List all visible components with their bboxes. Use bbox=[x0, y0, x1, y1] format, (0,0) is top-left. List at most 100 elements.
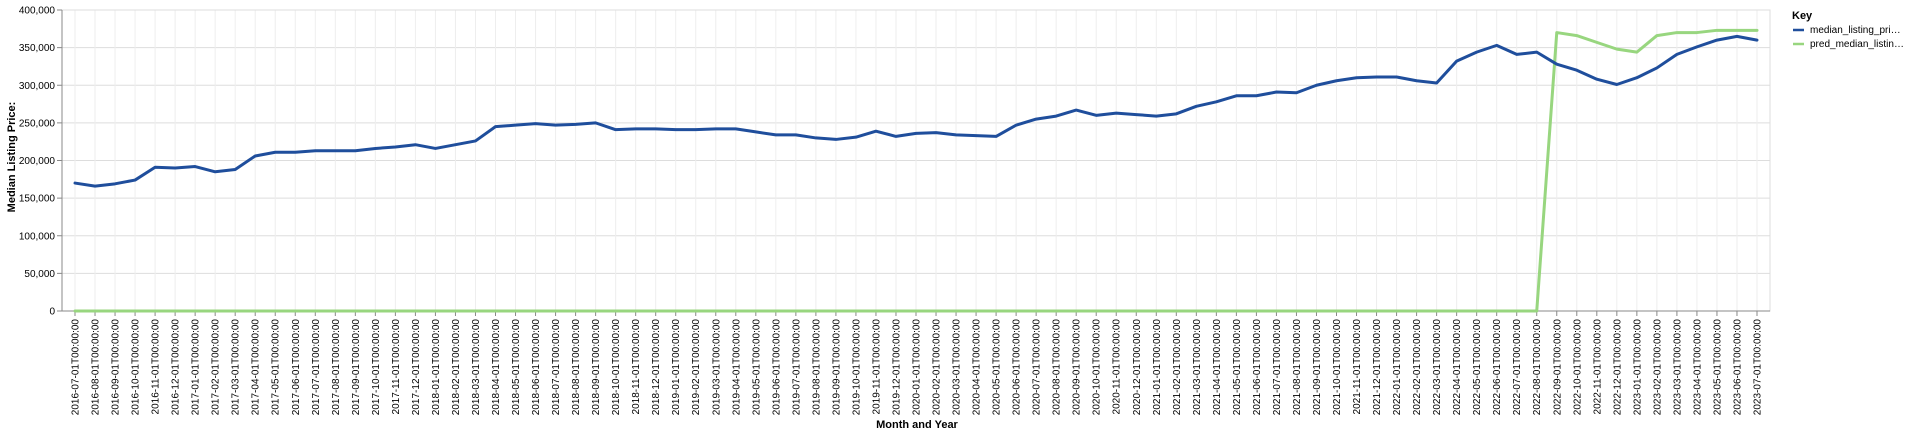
y-tick-label: 0 bbox=[49, 307, 55, 318]
x-tick-label: 2021-11-01T00:00:00 bbox=[1352, 319, 1363, 415]
x-tick-label: 2022-08-01T00:00:00 bbox=[1532, 319, 1543, 416]
x-tick-label: 2018-03-01T00:00:00 bbox=[471, 319, 482, 416]
x-axis-title: Month and Year bbox=[876, 419, 958, 431]
x-tick-label: 2017-11-01T00:00:00 bbox=[391, 319, 402, 415]
x-tick-label: 2019-07-01T00:00:00 bbox=[791, 319, 802, 416]
x-tick-label: 2022-10-01T00:00:00 bbox=[1572, 319, 1583, 416]
series-line-0 bbox=[73, 34, 1759, 188]
x-tick-label: 2016-09-01T00:00:00 bbox=[111, 319, 122, 416]
x-tick-label: 2022-06-01T00:00:00 bbox=[1492, 319, 1503, 416]
x-tick-label: 2019-03-01T00:00:00 bbox=[711, 319, 722, 416]
x-tick-label: 2022-09-01T00:00:00 bbox=[1552, 319, 1563, 416]
x-axis: 2016-07-01T00:00:00 2016-08-01T00:00:00 20… bbox=[62, 310, 1770, 416]
y-tick-label: 50,000 bbox=[24, 269, 55, 280]
x-tick-label: 2019-06-01T00:00:00 bbox=[771, 319, 782, 416]
x-tick-label: 2020-06-01T00:00:00 bbox=[1012, 319, 1023, 416]
x-tick-label: 2020-12-01T00:00:00 bbox=[1132, 319, 1143, 416]
x-tick-label: 2020-03-01T00:00:00 bbox=[952, 319, 963, 416]
legend-label: median_listing_pri… bbox=[1810, 25, 1901, 36]
x-tick-label: 2021-08-01T00:00:00 bbox=[1292, 319, 1303, 416]
x-tick-label: 2016-08-01T00:00:00 bbox=[91, 319, 102, 416]
y-tick-label: 350,000 bbox=[19, 43, 56, 54]
x-tick-label: 2019-08-01T00:00:00 bbox=[811, 319, 822, 416]
series-lines bbox=[73, 28, 1759, 313]
x-tick-label: 2017-03-01T00:00:00 bbox=[231, 319, 242, 416]
x-tick-label: 2017-08-01T00:00:00 bbox=[331, 319, 342, 416]
x-tick-label: 2021-12-01T00:00:00 bbox=[1372, 319, 1383, 416]
x-tick-label: 2017-06-01T00:00:00 bbox=[291, 319, 302, 416]
x-tick-label: 2021-07-01T00:00:00 bbox=[1272, 319, 1283, 416]
y-tick-label: 100,000 bbox=[19, 231, 56, 242]
y-tick-label: 400,000 bbox=[19, 6, 56, 17]
x-tick-label: 2018-12-01T00:00:00 bbox=[651, 319, 662, 416]
x-tick-label: 2017-01-01T00:00:00 bbox=[191, 319, 202, 416]
x-tick-label: 2020-04-01T00:00:00 bbox=[972, 319, 983, 416]
y-tick-label: 200,000 bbox=[19, 156, 56, 167]
x-tick-label: 2017-10-01T00:00:00 bbox=[371, 319, 382, 416]
legend-title: Key bbox=[1792, 10, 1813, 22]
x-tick-label: 2023-03-01T00:00:00 bbox=[1672, 319, 1683, 416]
x-tick-label: 2018-07-01T00:00:00 bbox=[551, 319, 562, 416]
x-tick-label: 2020-11-01T00:00:00 bbox=[1112, 319, 1123, 415]
x-tick-label: 2020-07-01T00:00:00 bbox=[1032, 319, 1043, 416]
x-tick-label: 2017-02-01T00:00:00 bbox=[211, 319, 222, 416]
x-tick-label: 2021-09-01T00:00:00 bbox=[1312, 319, 1323, 416]
x-tick-label: 2022-11-01T00:00:00 bbox=[1592, 319, 1603, 415]
x-tick-label: 2018-02-01T00:00:00 bbox=[451, 319, 462, 416]
x-tick-label: 2020-08-01T00:00:00 bbox=[1052, 319, 1063, 416]
x-tick-label: 2019-11-01T00:00:00 bbox=[871, 319, 882, 415]
x-tick-label: 2019-12-01T00:00:00 bbox=[891, 319, 902, 416]
legend: Key median_listing_pri… pred_median_listi… bbox=[1792, 10, 1904, 50]
x-tick-label: 2021-03-01T00:00:00 bbox=[1192, 319, 1203, 416]
x-tick-label: 2023-01-01T00:00:00 bbox=[1632, 319, 1643, 416]
x-tick-label: 2017-07-01T00:00:00 bbox=[311, 319, 322, 416]
legend-label: pred_median_listin… bbox=[1810, 39, 1904, 50]
x-tick-label: 2023-07-01T00:00:00 bbox=[1753, 319, 1764, 416]
x-tick-label: 2021-06-01T00:00:00 bbox=[1252, 319, 1263, 416]
x-tick-label: 2019-09-01T00:00:00 bbox=[831, 319, 842, 416]
x-tick-label: 2016-10-01T00:00:00 bbox=[131, 319, 142, 416]
x-tick-label: 2019-01-01T00:00:00 bbox=[671, 319, 682, 416]
x-tick-label: 2020-05-01T00:00:00 bbox=[992, 319, 1003, 416]
x-tick-label: 2016-11-01T00:00:00 bbox=[151, 319, 162, 415]
x-tick-label: 2020-09-01T00:00:00 bbox=[1072, 319, 1083, 416]
x-tick-label: 2017-05-01T00:00:00 bbox=[271, 319, 282, 416]
x-tick-label: 2020-01-01T00:00:00 bbox=[912, 319, 923, 416]
y-tick-label: 150,000 bbox=[19, 194, 56, 205]
x-tick-label: 2022-03-01T00:00:00 bbox=[1432, 319, 1443, 416]
x-tick-label: 2019-10-01T00:00:00 bbox=[851, 319, 862, 416]
x-tick-label: 2023-02-01T00:00:00 bbox=[1652, 319, 1663, 416]
x-tick-label: 2019-05-01T00:00:00 bbox=[751, 319, 762, 416]
x-tick-label: 2023-04-01T00:00:00 bbox=[1692, 319, 1703, 416]
gridlines bbox=[61, 9, 1771, 312]
x-tick-label: 2020-10-01T00:00:00 bbox=[1092, 319, 1103, 416]
x-tick-label: 2017-09-01T00:00:00 bbox=[351, 319, 362, 416]
x-tick-label: 2021-04-01T00:00:00 bbox=[1212, 319, 1223, 416]
y-axis-title: Median Listing Price: bbox=[6, 102, 18, 213]
x-tick-label: 2018-09-01T00:00:00 bbox=[591, 319, 602, 416]
x-tick-label: 2021-01-01T00:00:00 bbox=[1152, 319, 1163, 416]
x-tick-label: 2021-10-01T00:00:00 bbox=[1332, 319, 1343, 416]
x-tick-label: 2023-06-01T00:00:00 bbox=[1732, 319, 1743, 416]
x-tick-label: 2022-05-01T00:00:00 bbox=[1472, 319, 1483, 416]
x-tick-label: 2016-12-01T00:00:00 bbox=[171, 319, 182, 416]
y-tick-label: 250,000 bbox=[19, 118, 56, 129]
x-tick-label: 2022-01-01T00:00:00 bbox=[1392, 319, 1403, 416]
x-tick-label: 2022-02-01T00:00:00 bbox=[1412, 319, 1423, 416]
x-tick-label: 2018-08-01T00:00:00 bbox=[571, 319, 582, 416]
x-tick-label: 2018-05-01T00:00:00 bbox=[511, 319, 522, 416]
x-tick-label: 2018-01-01T00:00:00 bbox=[431, 319, 442, 416]
x-tick-label: 2017-04-01T00:00:00 bbox=[251, 319, 262, 416]
x-tick-label: 2022-07-01T00:00:00 bbox=[1512, 319, 1523, 416]
x-tick-label: 2018-11-01T00:00:00 bbox=[631, 319, 642, 415]
x-tick-label: 2017-12-01T00:00:00 bbox=[411, 319, 422, 416]
x-tick-label: 2022-04-01T00:00:00 bbox=[1452, 319, 1463, 416]
y-tick-label: 300,000 bbox=[19, 81, 56, 92]
x-tick-label: 2020-02-01T00:00:00 bbox=[932, 319, 943, 416]
x-tick-label: 2018-06-01T00:00:00 bbox=[531, 319, 542, 416]
x-tick-label: 2023-05-01T00:00:00 bbox=[1712, 319, 1723, 416]
series-line-1 bbox=[73, 28, 1759, 313]
x-tick-label: 2018-10-01T00:00:00 bbox=[611, 319, 622, 416]
x-tick-label: 2019-02-01T00:00:00 bbox=[691, 319, 702, 416]
